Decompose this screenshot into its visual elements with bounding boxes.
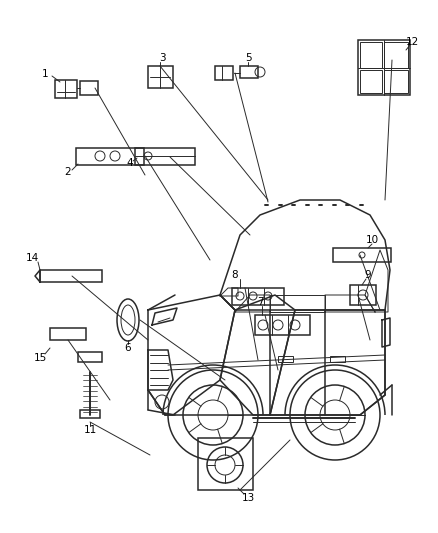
Text: 15: 15 <box>33 353 46 363</box>
Text: 8: 8 <box>232 270 238 280</box>
Bar <box>278 356 293 362</box>
Bar <box>333 248 391 262</box>
Bar <box>384 70 408 93</box>
Bar <box>384 42 408 68</box>
Bar <box>40 270 102 282</box>
Bar <box>330 356 345 362</box>
Bar <box>255 315 310 335</box>
Bar <box>350 285 376 305</box>
Text: 11: 11 <box>83 425 97 435</box>
Text: 2: 2 <box>65 167 71 177</box>
Text: 13: 13 <box>241 493 254 503</box>
Text: 4: 4 <box>127 158 133 168</box>
Bar <box>360 70 382 93</box>
Bar <box>80 81 98 95</box>
Text: 9: 9 <box>365 270 371 280</box>
Bar <box>78 352 102 362</box>
Bar <box>148 66 173 88</box>
Text: 12: 12 <box>406 37 419 47</box>
Bar <box>80 410 100 418</box>
Bar <box>76 148 144 165</box>
Text: 10: 10 <box>365 235 378 245</box>
Bar <box>358 40 410 95</box>
Bar <box>360 42 382 68</box>
Bar <box>135 148 195 165</box>
Text: 5: 5 <box>245 53 251 63</box>
Bar <box>232 288 284 305</box>
Text: 7: 7 <box>257 297 263 307</box>
Bar <box>215 66 233 80</box>
Bar <box>55 80 77 98</box>
Text: 1: 1 <box>42 69 48 79</box>
Bar <box>240 66 258 78</box>
Text: 3: 3 <box>159 53 165 63</box>
Text: 6: 6 <box>125 343 131 353</box>
Text: 14: 14 <box>25 253 39 263</box>
Bar <box>50 328 86 340</box>
Bar <box>198 438 253 490</box>
